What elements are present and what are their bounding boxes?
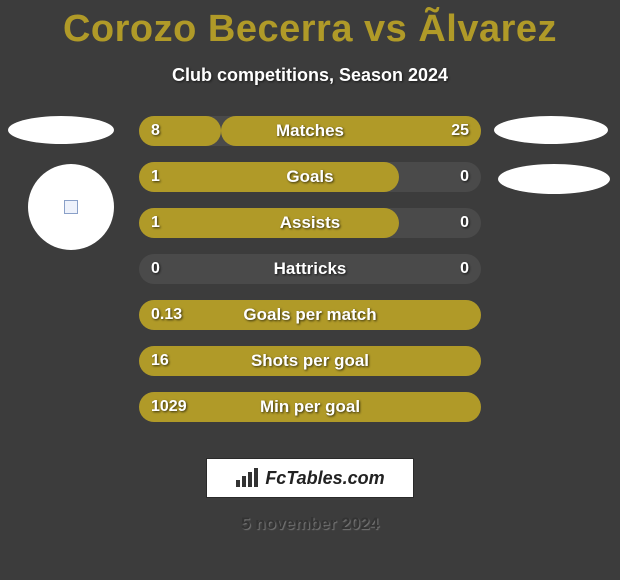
stat-row: Goals per match0.13	[139, 300, 481, 330]
stat-value-right: 0	[448, 162, 481, 192]
stat-label: Hattricks	[139, 254, 481, 284]
stat-value-left: 16	[139, 346, 181, 376]
page-subtitle: Club competitions, Season 2024	[172, 65, 448, 86]
stat-row: Shots per goal16	[139, 346, 481, 376]
stat-value-left: 0	[139, 254, 172, 284]
stat-row: Hattricks0 0	[139, 254, 481, 284]
footer-date: 5 november 2024	[241, 514, 379, 534]
stat-value-left: 0.13	[139, 300, 194, 330]
stat-label: Matches	[139, 116, 481, 146]
stat-row: Matches8 25	[139, 116, 481, 146]
player2-badge-oval	[494, 116, 608, 144]
bar-chart-icon	[235, 468, 261, 488]
footer-logo-text: FcTables.com	[265, 468, 384, 489]
stat-value-left: 1029	[139, 392, 199, 422]
page-title: Corozo Becerra vs Ãlvarez	[63, 8, 557, 51]
stat-label: Assists	[139, 208, 481, 238]
comparison-infographic: Corozo Becerra vs Ãlvarez Club competiti…	[0, 0, 620, 580]
player1-badge-oval	[8, 116, 114, 144]
stat-bars: Matches825Goals10Assists10Hattricks00Goa…	[139, 116, 481, 422]
stat-label: Goals	[139, 162, 481, 192]
stat-value-left: 8	[139, 116, 172, 146]
stat-row: Min per goal1029	[139, 392, 481, 422]
stat-row: Assists1 0	[139, 208, 481, 238]
stat-value-right: 0	[448, 208, 481, 238]
stat-label: Shots per goal	[139, 346, 481, 376]
stat-row: Goals1 0	[139, 162, 481, 192]
player1-badge-circle	[28, 164, 114, 250]
footer-logo: FcTables.com	[206, 458, 414, 498]
stat-value-right: 0	[448, 254, 481, 284]
stat-value-right: 25	[439, 116, 481, 146]
player1-placeholder-icon	[64, 200, 78, 214]
stat-value-left: 1	[139, 162, 172, 192]
chart-area: Matches825Goals10Assists10Hattricks00Goa…	[0, 116, 620, 438]
player2-badge-oval-2	[498, 164, 610, 194]
stat-value-left: 1	[139, 208, 172, 238]
